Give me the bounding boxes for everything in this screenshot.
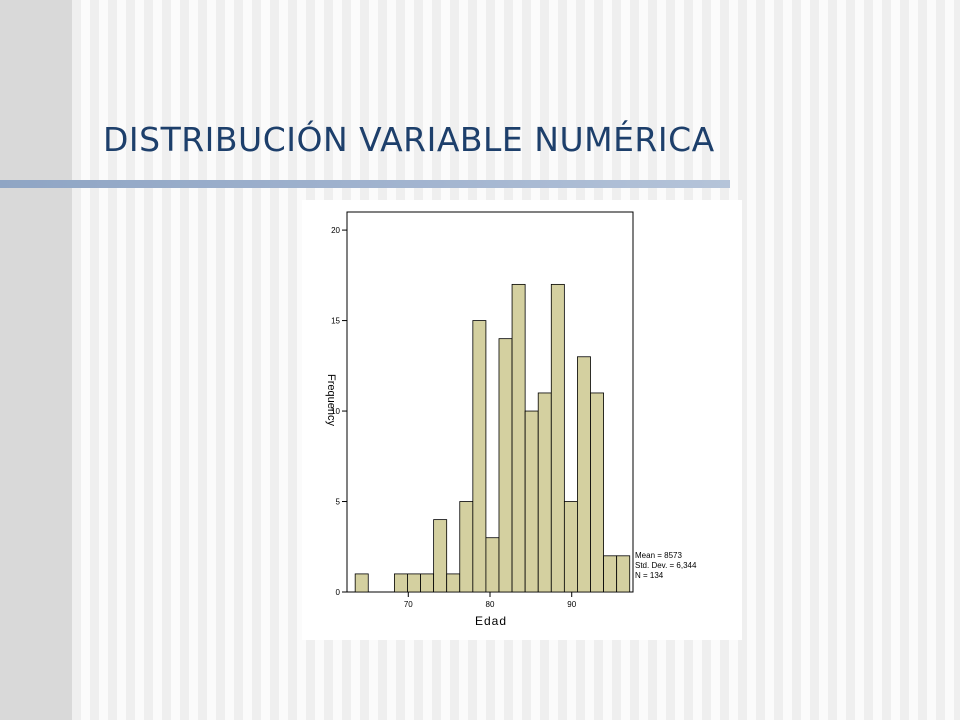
stat-count: N = 134	[635, 571, 664, 580]
title-divider	[0, 180, 730, 188]
histogram-bar	[550, 283, 565, 593]
y-tick-label: 10	[331, 407, 340, 416]
y-axis-ticks: 0 5 10 15 20	[331, 226, 347, 597]
histogram-bar	[524, 410, 539, 593]
histogram-bar	[511, 283, 526, 593]
histogram-bar	[563, 501, 578, 593]
histogram-bar	[354, 573, 369, 593]
stat-std-dev: Std. Dev. = 6,344	[635, 561, 697, 570]
histogram-bar	[498, 338, 513, 593]
y-tick-label: 15	[331, 317, 340, 326]
x-tick-label: 80	[486, 600, 495, 609]
histogram-chart: 0 5 10 15 20 70 80 90 Frequency Edad Mean = 85…	[302, 200, 742, 640]
histogram-bar	[537, 392, 552, 593]
stat-mean: Mean = 8573	[635, 551, 682, 560]
x-tick-label: 70	[404, 600, 413, 609]
histogram-bar	[577, 356, 591, 593]
histogram-bar	[603, 555, 618, 593]
x-tick-label: 90	[567, 600, 576, 609]
y-tick-label: 0	[336, 588, 341, 597]
histogram-bar	[459, 501, 474, 593]
histogram-bar	[407, 573, 421, 593]
histogram-bar	[446, 573, 461, 593]
histogram-bar	[485, 537, 500, 593]
y-tick-label: 5	[336, 498, 341, 507]
histogram-bar	[433, 519, 448, 593]
histogram-svg: 0 5 10 15 20 70 80 90 Frequency Edad Mean = 85…	[325, 211, 697, 628]
x-axis-label: Edad	[475, 614, 507, 628]
histogram-bar	[472, 320, 487, 593]
bars-group	[354, 283, 631, 593]
y-axis-label: Frequency	[325, 374, 337, 426]
x-axis-ticks: 70 80 90	[404, 592, 577, 609]
histogram-bar	[590, 392, 604, 593]
y-tick-label: 20	[331, 226, 340, 235]
histogram-bar	[420, 573, 435, 593]
slide-title: DISTRIBUCIÓN VARIABLE NUMÉRICA	[103, 120, 715, 159]
histogram-bar	[393, 573, 408, 593]
histogram-bar	[616, 555, 631, 593]
